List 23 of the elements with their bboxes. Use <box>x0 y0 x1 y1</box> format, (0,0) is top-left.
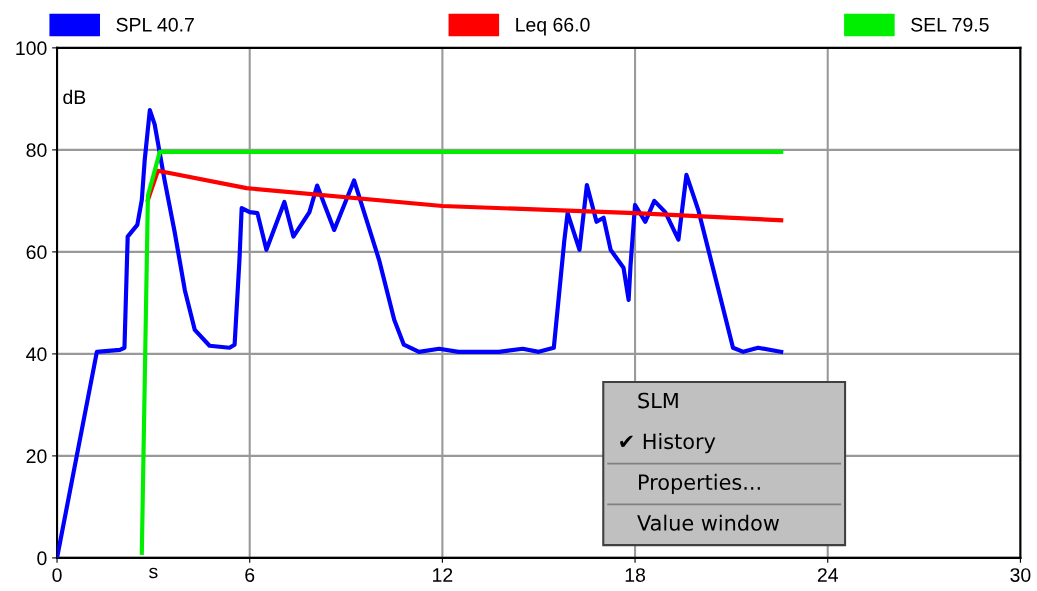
annotation: ✔ History <box>620 433 716 454</box>
x-tick-label: 0 <box>52 568 62 582</box>
y-tick-label: 100 <box>16 41 47 56</box>
y-tick-label: 60 <box>26 245 47 260</box>
x-tick-label: 12 <box>433 568 453 582</box>
annotation: Value window <box>637 514 779 531</box>
legend-label: SEL 79.5 <box>911 17 989 32</box>
x-axis-title: s <box>149 567 158 579</box>
x-tick-label: 30 <box>1010 568 1031 582</box>
x-tick-label: 18 <box>625 568 646 582</box>
line-series <box>145 168 784 223</box>
x-tick-label: 24 <box>817 568 838 582</box>
line-series <box>57 108 784 558</box>
y-tick-label: 80 <box>26 143 47 158</box>
y-tick-label: 40 <box>26 347 47 362</box>
y-tick-label: 20 <box>26 449 47 464</box>
legend-label: Leq 66.0 <box>516 17 590 36</box>
y-tick-label: 0 <box>37 551 47 566</box>
annotation: Properties... <box>639 473 760 495</box>
annotation: SLM <box>638 392 678 409</box>
x-tick-label: 6 <box>245 568 255 582</box>
legend-label: SPL 40.7 <box>116 17 194 32</box>
y-axis-title: dB <box>63 89 86 105</box>
